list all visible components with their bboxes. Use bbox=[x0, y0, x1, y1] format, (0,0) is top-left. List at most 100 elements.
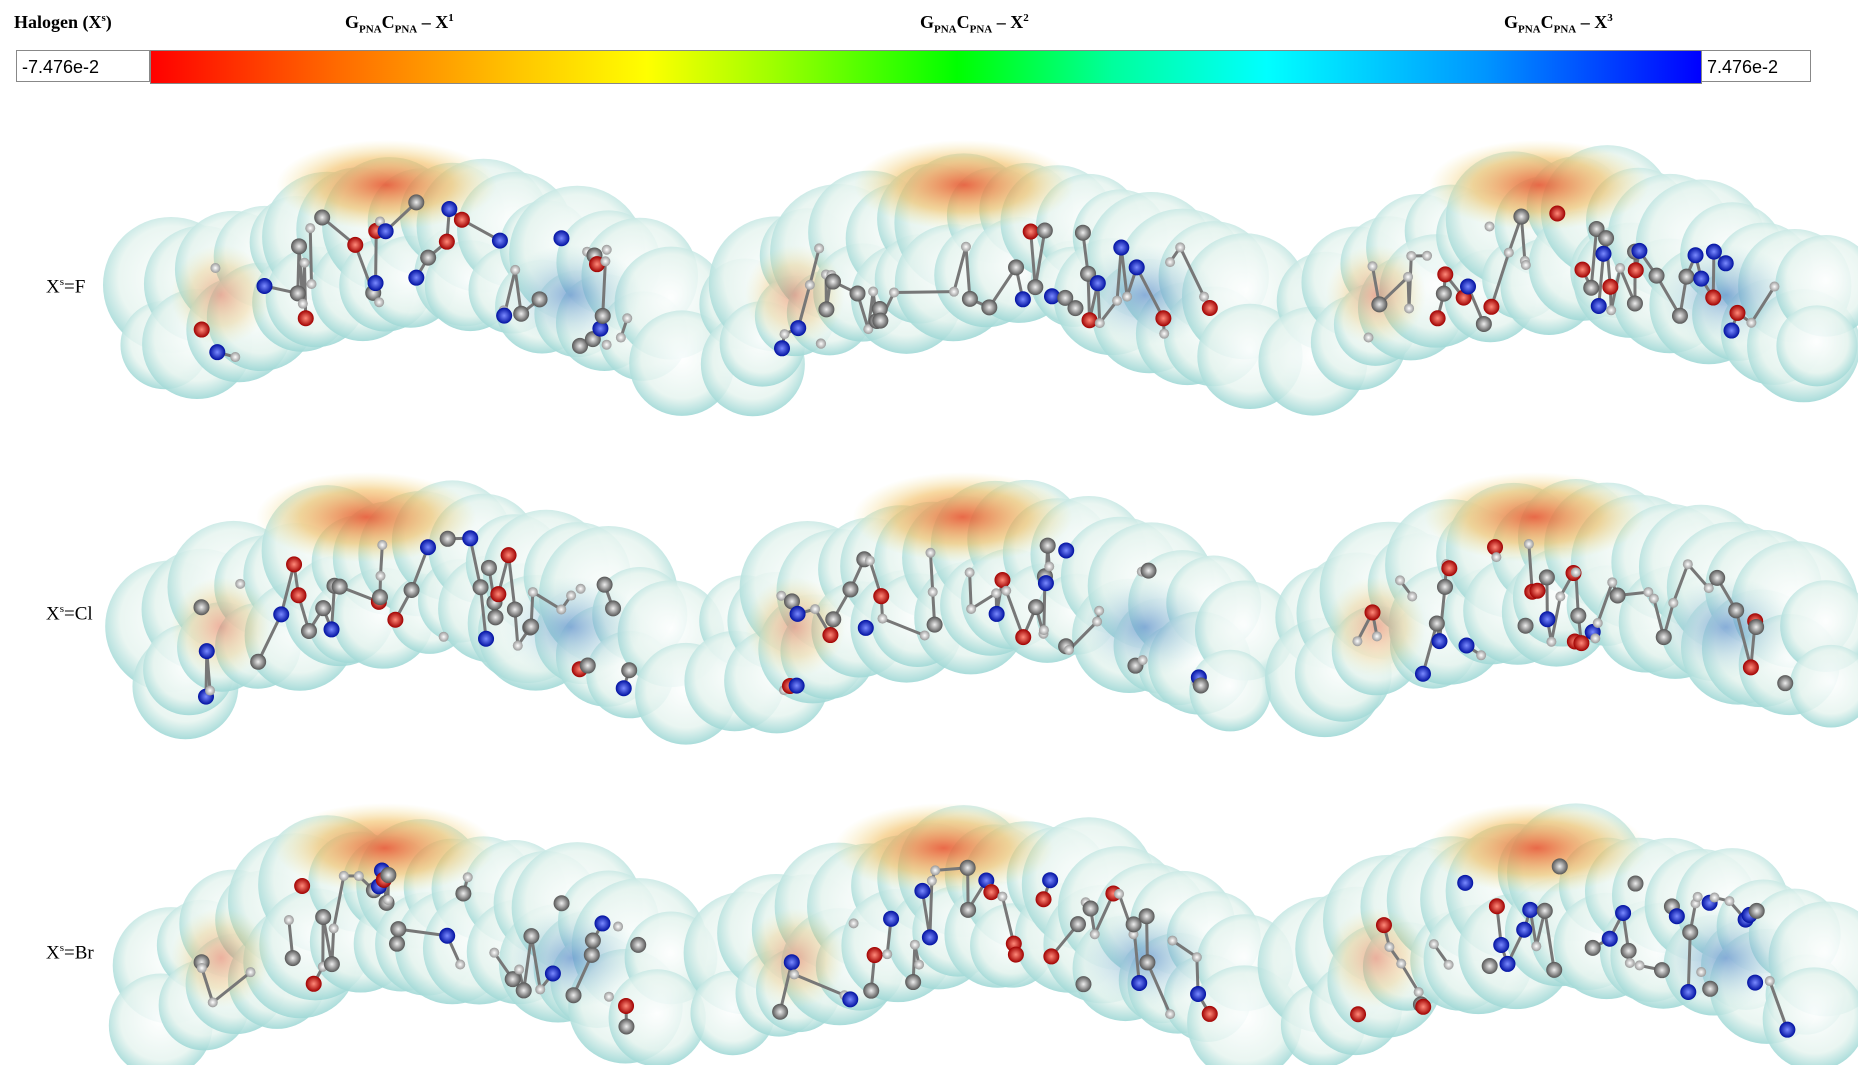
atom bbox=[927, 617, 943, 633]
atom bbox=[928, 587, 938, 597]
atom bbox=[1043, 948, 1059, 964]
atom bbox=[1083, 900, 1099, 916]
atom bbox=[420, 250, 436, 266]
atom bbox=[1625, 958, 1635, 968]
atom bbox=[205, 686, 215, 696]
atom bbox=[383, 895, 393, 905]
atom bbox=[455, 960, 465, 970]
atom bbox=[347, 237, 363, 253]
atom bbox=[556, 604, 566, 614]
column-header: Halogen (Xs) bbox=[14, 12, 112, 33]
atom bbox=[463, 872, 473, 882]
atom bbox=[1008, 947, 1024, 963]
atom bbox=[1631, 243, 1647, 259]
atom bbox=[368, 275, 384, 291]
atom bbox=[1571, 567, 1581, 577]
figure: Halogen (Xs) GPNACPNA – X1GPNACPNA – X2G… bbox=[0, 0, 1858, 1065]
atom bbox=[1678, 269, 1694, 285]
atom bbox=[889, 287, 899, 297]
atom bbox=[197, 963, 207, 973]
atom bbox=[1437, 266, 1453, 282]
atom bbox=[440, 531, 456, 547]
atom bbox=[256, 278, 272, 294]
atom bbox=[380, 867, 396, 883]
negative-region bbox=[854, 140, 1074, 230]
molecule bbox=[1258, 140, 1858, 416]
colorbar bbox=[150, 50, 1702, 84]
atom bbox=[332, 579, 348, 595]
atom bbox=[922, 929, 938, 945]
atom bbox=[1113, 240, 1129, 256]
atom bbox=[914, 883, 930, 899]
atom bbox=[1621, 943, 1637, 959]
atom bbox=[1531, 941, 1541, 951]
atom bbox=[1202, 1006, 1218, 1022]
atom bbox=[1747, 975, 1763, 991]
atom bbox=[1539, 611, 1555, 627]
column-header: GPNACPNA – X2 bbox=[920, 12, 1029, 36]
atom bbox=[1704, 583, 1714, 593]
atom bbox=[1444, 960, 1454, 970]
atom bbox=[1459, 638, 1475, 654]
atom bbox=[1705, 290, 1721, 306]
atom bbox=[1516, 922, 1532, 938]
atom bbox=[1602, 279, 1618, 295]
atom bbox=[1591, 298, 1607, 314]
atom bbox=[1114, 889, 1124, 899]
atom bbox=[1709, 570, 1725, 586]
atom bbox=[273, 606, 289, 622]
atom bbox=[1165, 257, 1175, 267]
atom bbox=[420, 539, 436, 555]
atom bbox=[1376, 917, 1392, 933]
atom bbox=[1615, 263, 1625, 273]
atom bbox=[374, 297, 384, 307]
atom bbox=[1167, 936, 1177, 946]
atom bbox=[523, 928, 539, 944]
atom bbox=[789, 678, 805, 694]
atom bbox=[1372, 631, 1382, 641]
atom bbox=[528, 587, 538, 597]
atom bbox=[291, 587, 307, 603]
atom bbox=[1015, 629, 1031, 645]
atom bbox=[825, 611, 841, 627]
molecule bbox=[1258, 803, 1858, 1065]
atom bbox=[814, 243, 824, 253]
atom bbox=[920, 630, 930, 640]
atom bbox=[1406, 251, 1416, 261]
atom bbox=[1441, 560, 1457, 576]
atom bbox=[1598, 230, 1614, 246]
atom bbox=[1155, 310, 1171, 326]
atom bbox=[1628, 262, 1644, 278]
atom bbox=[981, 299, 997, 315]
atom bbox=[1038, 575, 1054, 591]
header-text: G bbox=[345, 12, 359, 32]
atom bbox=[324, 621, 340, 637]
atom bbox=[208, 997, 218, 1007]
atom bbox=[566, 591, 576, 601]
atom bbox=[1437, 579, 1453, 595]
atom bbox=[1710, 893, 1720, 903]
atom bbox=[1457, 875, 1473, 891]
molecule bbox=[1265, 472, 1858, 737]
atom bbox=[490, 586, 506, 602]
atom bbox=[1693, 892, 1703, 902]
surface-lobe bbox=[1776, 305, 1857, 386]
atom bbox=[404, 582, 420, 598]
atom bbox=[584, 947, 600, 963]
header-text: C bbox=[957, 12, 970, 32]
atom bbox=[193, 599, 209, 615]
atom bbox=[507, 601, 523, 617]
atom bbox=[585, 933, 601, 949]
atom bbox=[989, 606, 1005, 622]
atom bbox=[1706, 244, 1722, 260]
atom bbox=[1436, 286, 1452, 302]
atom bbox=[1484, 221, 1494, 231]
atom bbox=[1702, 981, 1718, 997]
atom bbox=[298, 299, 308, 309]
atom bbox=[1574, 262, 1590, 278]
atom bbox=[1139, 954, 1155, 970]
atom bbox=[1422, 251, 1432, 261]
atom bbox=[1680, 984, 1696, 1000]
molecule bbox=[699, 140, 1308, 416]
atom bbox=[1682, 924, 1698, 940]
